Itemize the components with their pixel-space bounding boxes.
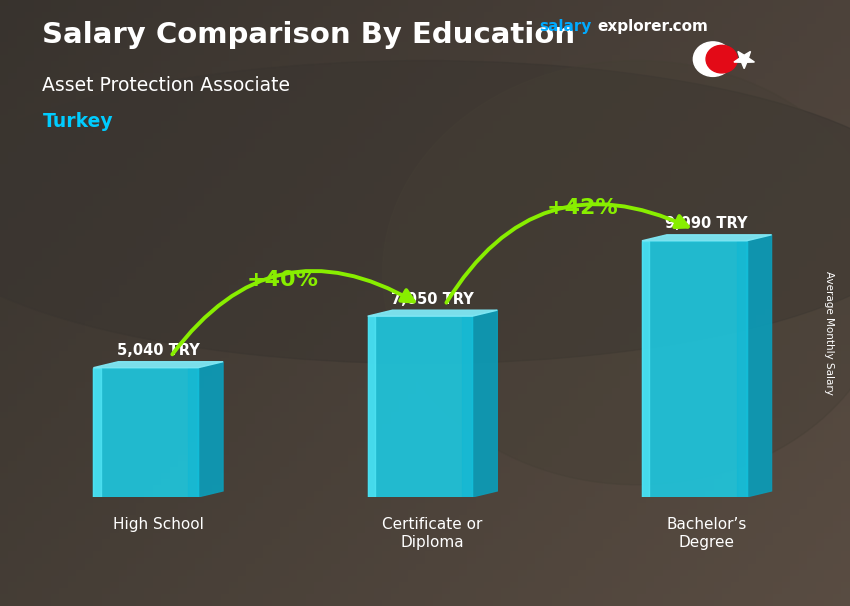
Polygon shape [94,362,223,368]
Polygon shape [368,316,473,497]
Text: explorer: explorer [598,19,670,35]
Polygon shape [737,241,746,497]
Polygon shape [642,235,772,241]
Polygon shape [473,310,497,497]
Polygon shape [368,310,497,316]
Polygon shape [746,235,772,497]
Polygon shape [94,368,198,497]
Circle shape [694,42,733,76]
Polygon shape [642,241,746,497]
Text: Turkey: Turkey [42,112,113,131]
Polygon shape [642,241,649,497]
Polygon shape [198,362,223,497]
Text: salary: salary [540,19,592,35]
Text: +40%: +40% [246,270,319,290]
Ellipse shape [382,61,850,485]
Text: Bachelor’s
Degree: Bachelor’s Degree [666,518,747,550]
Text: High School: High School [113,518,204,533]
Text: 5,040 TRY: 5,040 TRY [116,344,200,358]
Text: +42%: +42% [547,198,618,218]
Text: 7,050 TRY: 7,050 TRY [391,292,473,307]
Polygon shape [368,316,375,497]
Text: 9,990 TRY: 9,990 TRY [666,216,748,231]
Polygon shape [188,368,198,497]
Polygon shape [94,368,101,497]
Text: Certificate or
Diploma: Certificate or Diploma [382,518,483,550]
Text: .com: .com [667,19,708,35]
Circle shape [706,45,737,73]
Ellipse shape [0,61,850,364]
Polygon shape [734,52,755,68]
Text: Asset Protection Associate: Asset Protection Associate [42,76,291,95]
Text: Salary Comparison By Education: Salary Comparison By Education [42,21,575,49]
Text: Average Monthly Salary: Average Monthly Salary [824,271,834,395]
Polygon shape [462,316,473,497]
